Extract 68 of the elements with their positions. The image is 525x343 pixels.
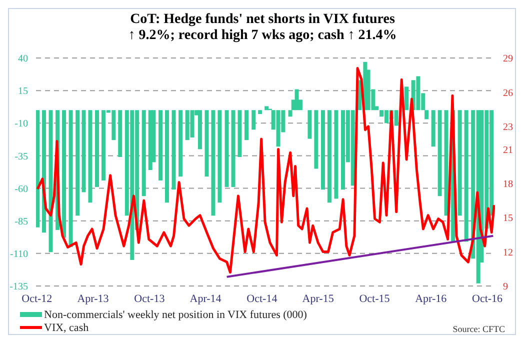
bar — [320, 110, 325, 190]
y2-tick-label: 21 — [503, 144, 513, 156]
bar — [334, 110, 338, 199]
bar — [308, 110, 312, 139]
bar — [62, 110, 66, 238]
bar — [438, 110, 442, 196]
bar — [118, 110, 122, 158]
bar — [211, 110, 216, 216]
bar — [178, 110, 183, 177]
bar — [76, 110, 80, 216]
x-tick-label: Oct-15 — [359, 292, 390, 305]
x-tick-label: Apr-15 — [302, 292, 334, 305]
bar — [464, 110, 468, 242]
bar — [264, 106, 269, 110]
y-tick-label: -10 — [14, 118, 28, 130]
y2-tick-label: 9 — [503, 282, 508, 293]
y2-tick-label: 26 — [503, 88, 513, 99]
y2-tick-label: 29 — [503, 54, 513, 65]
bar — [258, 110, 262, 114]
bar — [95, 110, 100, 187]
legend-label: VIX, cash — [44, 322, 89, 334]
bar — [198, 110, 202, 150]
bar — [314, 110, 318, 169]
x-tick-label: Apr-14 — [190, 292, 222, 305]
x-tick-label: Apr-13 — [77, 292, 110, 305]
line-series — [36, 67, 495, 274]
y-tick-label: -85 — [14, 216, 28, 228]
bar — [238, 110, 242, 158]
bar — [68, 110, 73, 247]
bar — [82, 110, 86, 192]
bar — [231, 110, 236, 187]
bar — [458, 110, 462, 216]
chart-subtitle: ↑ 9.2%; record high 7 wks ago; cash ↑ 21.4% — [128, 28, 397, 43]
bar — [294, 89, 299, 110]
y-tick-label: 15 — [18, 86, 28, 98]
y2-tick-label: 12 — [503, 247, 513, 258]
bar — [48, 110, 53, 252]
chart-title: CoT: Hedge funds' net shorts in VIX futures — [130, 12, 395, 27]
x-tick-label: Oct-14 — [246, 292, 278, 305]
bar — [204, 110, 209, 177]
y-tick-label: -135 — [10, 282, 28, 293]
bar — [142, 110, 146, 196]
bar — [444, 110, 448, 216]
y-tick-label: -110 — [10, 248, 28, 260]
bar — [431, 110, 436, 147]
bar — [404, 86, 408, 110]
bar — [327, 110, 332, 203]
bar — [244, 110, 249, 140]
legend-label: Non-commercials' weekly net position in VIX futures (000) — [44, 308, 307, 320]
source-note: Source: CFTC — [452, 324, 505, 334]
y2-tick-label: 18 — [503, 178, 513, 190]
y-tick-label: 40 — [18, 54, 28, 65]
bar — [218, 110, 222, 203]
x-tick-label: Oct-13 — [134, 292, 166, 305]
y2-tick-label: 15 — [503, 213, 513, 224]
x-tick-label: Apr-16 — [415, 292, 448, 305]
x-tick-label: Oct-12 — [22, 292, 52, 305]
bar — [224, 110, 229, 187]
bar — [252, 110, 256, 130]
x-tick-label: Oct-16 — [472, 292, 504, 305]
bar — [164, 110, 169, 203]
y-tick-label: -60 — [14, 184, 28, 195]
bar — [172, 110, 176, 190]
bar — [88, 110, 92, 203]
bar — [158, 110, 163, 180]
y2-tick-label: 23 — [503, 122, 513, 133]
y-tick-label: -35 — [14, 151, 28, 162]
bar — [36, 110, 40, 228]
